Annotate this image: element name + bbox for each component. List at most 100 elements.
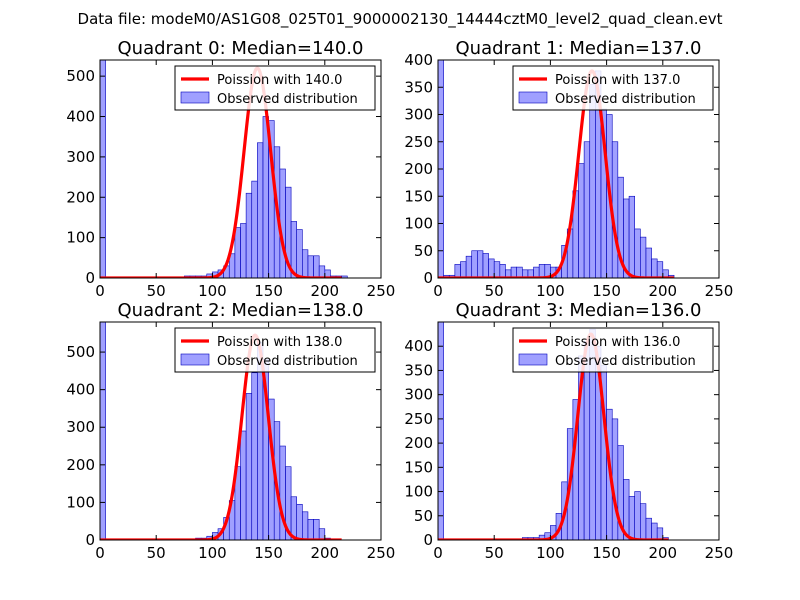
x-tick-label: 50: [147, 544, 166, 562]
x-tick-label: 150: [254, 282, 283, 300]
x-tick-label: 100: [536, 544, 565, 562]
x-tick-label: 50: [485, 282, 504, 300]
legend-label-poisson: Poission with 138.0: [217, 335, 342, 350]
x-tick-label: 200: [310, 282, 339, 300]
legend-bar-swatch: [180, 353, 210, 366]
quadrant-1-legend: Poission with 137.0 Observed distribution: [512, 65, 714, 111]
quadrant-2-title: Quadrant 2: Median=138.0: [118, 300, 364, 321]
legend-label-observed: Observed distribution: [217, 354, 358, 369]
x-tick-label: 200: [648, 544, 677, 562]
quadrant-0-bar: [313, 255, 320, 278]
x-tick-label: 100: [198, 282, 227, 300]
y-tick-label: 100: [404, 483, 433, 501]
quadrant-3-legend: Poission with 136.0 Observed distribution: [512, 327, 714, 373]
figure-suptitle: Data file: modeM0/AS1G08_025T01_90000021…: [78, 10, 723, 29]
x-tick-label: 200: [310, 544, 339, 562]
x-tick-label: 150: [254, 544, 283, 562]
quadrant-1-bar: [645, 247, 652, 278]
quadrant-1-poisson-curve: [438, 69, 676, 278]
y-tick-label: 500: [66, 67, 95, 85]
y-tick-label: 250: [404, 410, 433, 428]
y-tick-label: 350: [404, 361, 433, 379]
x-tick-label: 200: [648, 282, 677, 300]
legend-label-poisson: Poission with 136.0: [555, 335, 680, 350]
quadrant-0-bar: [240, 223, 247, 278]
quadrant-3-poisson-curve: [438, 332, 670, 540]
quadrant-1-plot: Quadrant 1: Median=137.0 0 50 100 150 200 250 0…: [404, 38, 733, 300]
quadrant-0-poisson-curve: [100, 66, 343, 278]
y-tick-label: 350: [404, 78, 433, 96]
x-tick-label: 250: [367, 282, 396, 300]
x-tick-label: 50: [147, 282, 166, 300]
y-tick-label: 50: [414, 242, 433, 260]
quadrant-3-bar: [611, 418, 619, 540]
quadrant-2-plot: Quadrant 2: Median=138.0 0 50 100 150 200 250 0…: [66, 300, 395, 562]
y-tick-label: 100: [66, 493, 95, 511]
y-tick-label: 250: [404, 133, 433, 151]
quadrant-3-bar: [634, 491, 641, 540]
quadrant-1-bar: [454, 264, 461, 278]
y-tick-label: 150: [404, 458, 433, 476]
quadrant-1-bar: [651, 258, 658, 278]
y-tick-label: 50: [414, 507, 433, 525]
y-tick-label: 200: [404, 160, 433, 178]
quadrant-0-bar: [302, 249, 309, 278]
legend-bar-swatch: [518, 91, 548, 104]
x-tick-label: 0: [433, 282, 443, 300]
quadrant-1-bar: [578, 163, 585, 278]
quadrant-2-bar: [307, 519, 314, 540]
y-tick-label: 0: [423, 269, 433, 287]
quadrant-2-bar: [245, 393, 253, 540]
quadrant-1-bar: [538, 264, 546, 278]
y-tick-label: 300: [404, 106, 433, 124]
y-tick-label: 100: [404, 215, 433, 233]
quadrant-3-plot: Quadrant 3: Median=136.0 0 50 100 150 200 250 0…: [404, 300, 733, 562]
y-tick-label: 0: [423, 531, 433, 549]
quadrant-1-bar: [471, 250, 478, 278]
quadrant-1-bar: [656, 261, 664, 278]
quadrant-1-bar: [510, 266, 517, 278]
quadrant-0-bar: [307, 255, 314, 278]
y-tick-label: 300: [66, 418, 95, 436]
quadrant-1-bar: [493, 261, 501, 278]
quadrant-1-bar: [628, 195, 636, 278]
x-tick-label: 250: [705, 282, 734, 300]
quadrant-1-bar: [589, 84, 596, 278]
quadrant-1-bar: [640, 236, 647, 278]
y-tick-label: 0: [85, 531, 95, 549]
quadrant-0-bar: [262, 116, 269, 278]
y-tick-label: 400: [404, 51, 433, 69]
quadrant-0-bar: [245, 192, 253, 278]
x-tick-label: 250: [367, 544, 396, 562]
quadrant-1-bar: [516, 266, 523, 278]
quadrant-2-axes-frame: [99, 321, 382, 541]
quadrant-2-bar: [290, 496, 297, 540]
x-tick-label: 0: [95, 282, 105, 300]
legend-label-observed: Observed distribution: [555, 92, 696, 107]
quadrant-2-bar: [318, 528, 326, 540]
quadrant-3-title: Quadrant 3: Median=136.0: [456, 300, 702, 321]
quadrant-1-title: Quadrant 1: Median=137.0: [456, 38, 702, 59]
quadrant-3-bar: [438, 322, 444, 540]
y-tick-label: 200: [66, 188, 95, 206]
legend-bar-swatch: [180, 91, 210, 104]
y-tick-label: 300: [404, 386, 433, 404]
x-tick-label: 50: [485, 544, 504, 562]
quadrant-2-bar: [240, 430, 247, 540]
quadrant-3-axes-frame: [437, 321, 720, 541]
quadrant-1-bar: [499, 264, 506, 278]
quadrant-0-axes-frame: [99, 59, 382, 279]
x-tick-label: 150: [592, 544, 621, 562]
quadrant-1-bar: [460, 261, 467, 278]
x-tick-label: 100: [198, 544, 227, 562]
y-tick-label: 200: [404, 434, 433, 452]
legend-label-observed: Observed distribution: [217, 92, 358, 107]
quadrant-2-bar: [302, 511, 309, 540]
quadrant-0-bar: [318, 265, 326, 278]
quadrant-1-bar: [634, 228, 641, 278]
quadrant-0-legend: Poission with 140.0 Observed distribution: [174, 65, 376, 111]
quadrant-0-bar: [296, 229, 303, 278]
y-tick-label: 500: [66, 343, 95, 361]
quadrant-2-bar: [313, 519, 320, 540]
